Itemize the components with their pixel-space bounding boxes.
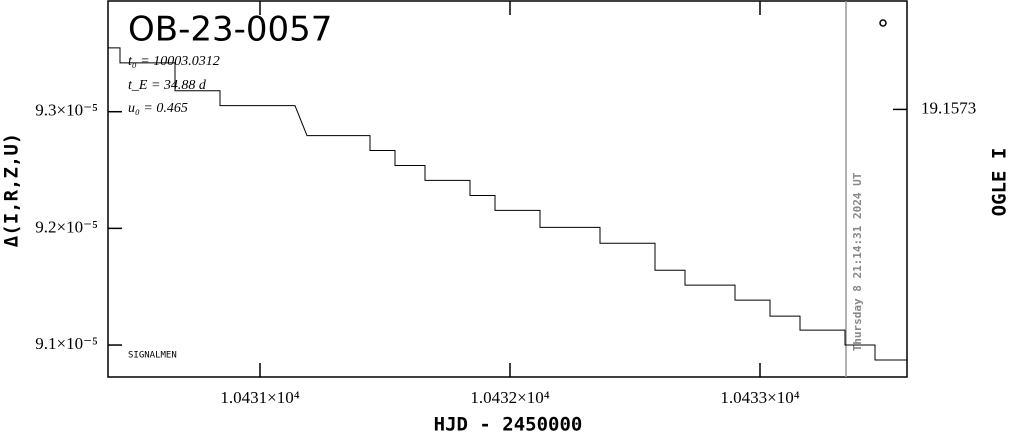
x-tick-label: 1.0431×10⁴	[220, 388, 299, 407]
annotation: t₀ = 10003.0312	[128, 54, 220, 69]
y-tick-label: 9.3×10⁻⁵	[35, 101, 98, 120]
y2-tick-label: 19.1573	[921, 98, 976, 117]
timestamp: Thursday 8 21:14:31 2024 UT	[851, 172, 864, 351]
y-axis-label: Δ(I,R,Z,U)	[1, 133, 23, 247]
x-tick-label: 1.0433×10⁴	[720, 388, 799, 407]
data-line	[108, 47, 907, 361]
annotation: t_E = 34.88 d	[128, 78, 207, 93]
y-tick-label: 9.2×10⁻⁵	[35, 217, 98, 236]
plot-frame	[107, 0, 908, 378]
y-tick-label: 9.1×10⁻⁵	[35, 334, 98, 353]
chart-title: OB-23-0057	[128, 10, 332, 50]
symbol	[879, 19, 887, 27]
x-axis-label: HJD - 2450000	[434, 414, 583, 434]
y2-axis-label: OGLE I	[989, 148, 1011, 217]
footnote: SIGNALMEN	[128, 351, 177, 361]
x-tick-label: 1.0432×10⁴	[470, 388, 549, 407]
annotation: u₀ = 0.465	[128, 101, 188, 116]
